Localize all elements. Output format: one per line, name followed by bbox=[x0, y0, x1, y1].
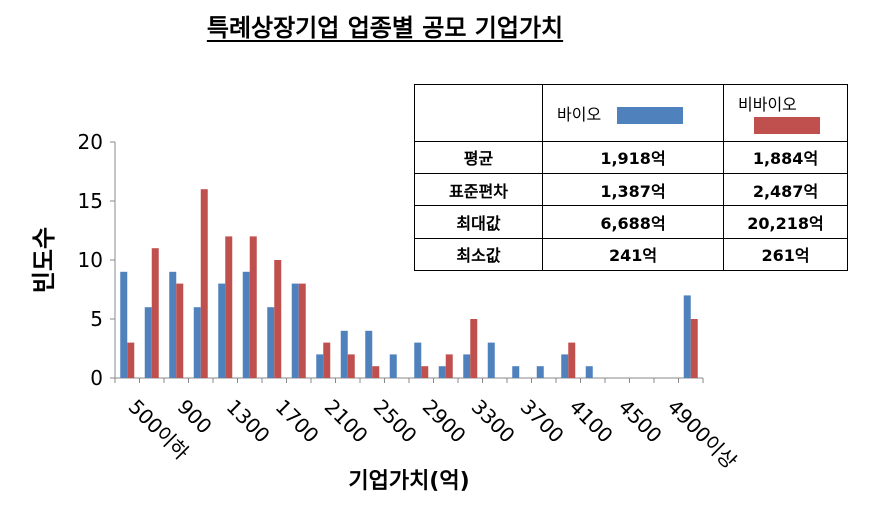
legend-label-bio: 바이오 bbox=[557, 104, 602, 124]
row-value-bio: 1,387억 bbox=[542, 173, 724, 207]
bar-bio bbox=[487, 342, 495, 378]
bar-bio bbox=[561, 354, 569, 378]
bar-nonbio bbox=[372, 366, 380, 378]
bar-bio bbox=[683, 295, 691, 378]
bar-bio bbox=[242, 271, 250, 378]
x-tick-label: 2100 bbox=[320, 395, 373, 448]
legend-label-nonbio: 비바이오 bbox=[738, 95, 797, 115]
x-tick-label: 2900 bbox=[418, 395, 471, 448]
row-value-nonbio: 20,218억 bbox=[723, 205, 848, 239]
row-value-nonbio: 261억 bbox=[723, 237, 848, 272]
bar-nonbio bbox=[690, 319, 698, 378]
bar-nonbio bbox=[323, 342, 331, 378]
bar-nonbio bbox=[470, 319, 478, 378]
y-tick-label: 0 bbox=[90, 366, 103, 390]
bar-bio bbox=[144, 307, 152, 378]
bar-bio bbox=[193, 307, 201, 378]
x-tick-label: 4500 bbox=[614, 395, 667, 448]
x-tick-label: 4900이상 bbox=[663, 395, 742, 474]
x-tick-label: 2500 bbox=[369, 395, 422, 448]
bar-bio bbox=[316, 354, 324, 378]
x-axis-title: 기업가치(억) bbox=[348, 469, 469, 494]
bar-bio bbox=[267, 307, 275, 378]
bar-bio bbox=[169, 271, 177, 378]
bar-nonbio bbox=[225, 236, 233, 378]
stats-table: 바이오 비바이오 평균 1,918억 1,884억 표준편차 1,387억 2,… bbox=[414, 84, 848, 272]
table-row: 평균 1,918억 1,884억 bbox=[414, 140, 848, 175]
bar-nonbio bbox=[421, 366, 429, 378]
bar-bio bbox=[512, 366, 520, 378]
bar-nonbio bbox=[127, 342, 135, 378]
bar-nonbio bbox=[176, 283, 184, 378]
table-header-empty bbox=[414, 84, 543, 142]
bar-bio bbox=[438, 366, 446, 378]
table-row: 표준편차 1,387억 2,487억 bbox=[414, 173, 848, 207]
chart-title: 특례상장기업 업종별 공모 기업가치 bbox=[206, 14, 564, 42]
x-tick-label: 1700 bbox=[271, 395, 324, 448]
bar-bio bbox=[414, 342, 422, 378]
table-row: 최소값 241억 261억 bbox=[414, 237, 848, 272]
bar-bio bbox=[365, 330, 373, 378]
y-tick-label: 15 bbox=[78, 189, 103, 213]
row-label: 평균 bbox=[414, 140, 543, 175]
bar-bio bbox=[463, 354, 471, 378]
row-label: 최소값 bbox=[414, 237, 543, 272]
row-value-bio: 241억 bbox=[542, 237, 724, 272]
y-tick-label: 10 bbox=[78, 248, 103, 272]
bar-nonbio bbox=[445, 354, 453, 378]
x-tick-label: 1300 bbox=[222, 395, 275, 448]
bar-nonbio bbox=[568, 342, 576, 378]
x-tick-label: 3700 bbox=[516, 395, 569, 448]
x-tick-label: 4100 bbox=[565, 395, 618, 448]
table-row: 최대값 6,688억 20,218억 bbox=[414, 205, 848, 239]
y-tick-label: 20 bbox=[78, 130, 103, 154]
bar-bio bbox=[218, 283, 226, 378]
y-axis-title: 빈도수 bbox=[30, 227, 58, 293]
bar-nonbio bbox=[151, 248, 159, 378]
bar-nonbio bbox=[200, 189, 208, 378]
row-value-bio: 6,688억 bbox=[542, 205, 724, 239]
y-tick-label: 5 bbox=[90, 307, 103, 331]
bar-bio bbox=[120, 271, 128, 378]
legend-swatch-bio bbox=[617, 106, 684, 124]
bar-nonbio bbox=[274, 260, 282, 378]
table-header-row: 바이오 비바이오 bbox=[414, 84, 848, 142]
x-tick-label: 3300 bbox=[467, 395, 520, 448]
bar-bio bbox=[585, 366, 593, 378]
legend-bio: 바이오 bbox=[542, 84, 724, 142]
row-value-nonbio: 2,487억 bbox=[723, 173, 848, 207]
row-value-nonbio: 1,884억 bbox=[723, 140, 848, 175]
legend-nonbio: 비바이오 bbox=[723, 84, 848, 142]
bar-bio bbox=[291, 283, 299, 378]
bar-bio bbox=[389, 354, 397, 378]
legend-swatch-nonbio bbox=[754, 117, 820, 135]
bar-nonbio bbox=[347, 354, 355, 378]
bar-bio bbox=[536, 366, 544, 378]
row-label: 표준편차 bbox=[414, 173, 543, 207]
bar-nonbio bbox=[249, 236, 257, 378]
bar-nonbio bbox=[298, 283, 306, 378]
row-value-bio: 1,918억 bbox=[542, 140, 724, 175]
bar-bio bbox=[340, 330, 348, 378]
row-label: 최대값 bbox=[414, 205, 543, 239]
